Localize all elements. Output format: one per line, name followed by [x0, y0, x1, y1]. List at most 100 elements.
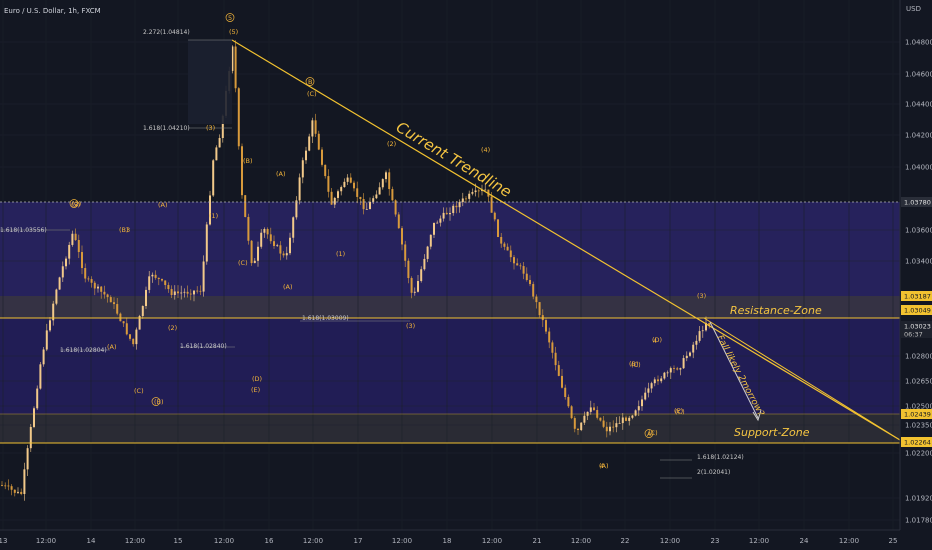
wave-label: (E) — [251, 386, 260, 394]
time-tick-label: 16 — [265, 537, 274, 545]
wave-label: (C) — [631, 361, 641, 369]
candle-body — [372, 198, 375, 202]
price-tag[interactable] — [901, 291, 932, 301]
candle-body — [333, 197, 336, 205]
candle-body — [577, 428, 579, 431]
candle-body — [282, 253, 285, 256]
candle-body — [413, 291, 416, 293]
price-tag[interactable] — [901, 321, 932, 338]
price-axis[interactable] — [900, 0, 932, 550]
candle-body — [375, 194, 378, 199]
candle-body — [679, 368, 682, 370]
candle-body — [535, 296, 538, 303]
candle-body — [285, 253, 288, 256]
candle-body — [365, 209, 368, 210]
price-tag[interactable] — [901, 437, 932, 447]
wave-label: (5) — [71, 201, 80, 209]
current-trendline[interactable] — [231, 39, 901, 441]
resistance-zone-band — [0, 296, 900, 318]
candle-body — [612, 426, 615, 428]
candle-body — [193, 290, 195, 295]
candle-body — [433, 222, 435, 235]
candle-body — [237, 88, 240, 147]
candle-body — [385, 172, 387, 180]
price-tag-value: 1.02264 — [904, 439, 931, 447]
candle-body — [106, 294, 109, 298]
candle-body — [369, 201, 371, 210]
wave-label: (4) — [481, 146, 490, 154]
time-tick-label: 17 — [354, 537, 363, 545]
wave-label: (A) — [599, 462, 609, 470]
candle-body — [218, 138, 221, 148]
price-tag[interactable] — [901, 305, 932, 315]
wave-label: (2) — [168, 324, 177, 332]
candle-body — [593, 407, 595, 411]
forecast-arrow[interactable] — [709, 321, 759, 419]
candle-body — [151, 274, 154, 277]
candle-body — [71, 233, 74, 245]
candle-body — [689, 352, 691, 356]
candle-body — [17, 491, 19, 493]
fib-label: 2(1.02041) — [697, 469, 730, 476]
grid — [0, 41, 900, 521]
time-tick-label: 23 — [711, 537, 720, 545]
candle-body — [458, 202, 461, 208]
lower-trendline[interactable] — [703, 317, 901, 441]
candle-body — [244, 195, 247, 217]
candle-body — [589, 407, 592, 412]
candle-body — [641, 399, 643, 407]
candle-body — [97, 286, 99, 289]
candle-body — [621, 417, 624, 424]
wave-label: (A) — [107, 343, 117, 351]
candle-body — [39, 364, 42, 389]
candle-body — [695, 340, 698, 345]
time-tick-label: 15 — [174, 537, 183, 545]
candle-body — [429, 234, 432, 247]
candle-body — [10, 486, 13, 490]
price-tag[interactable] — [901, 409, 932, 419]
candle-body — [666, 372, 669, 374]
time-tick-label: 12:00 — [482, 537, 502, 545]
mid-range-band — [0, 318, 900, 414]
candle-body — [570, 406, 573, 419]
candle-body — [545, 320, 547, 332]
candle-body — [167, 285, 170, 290]
candle-body — [484, 189, 487, 191]
wave-label: (3) — [697, 292, 706, 300]
candle-body — [637, 406, 640, 411]
candle-body — [157, 277, 160, 279]
fib-label: 1.618(1.03009) — [302, 315, 349, 322]
candle-body — [442, 212, 445, 219]
wave-label: (C) — [675, 408, 685, 416]
candle-body — [602, 420, 605, 427]
candle-body — [122, 321, 125, 324]
candle-body — [468, 193, 471, 199]
price-tick-label: 1.04800 — [905, 39, 932, 47]
candles — [1, 40, 711, 501]
price-tick-label: 1.02800 — [905, 353, 932, 361]
candle-body — [260, 232, 263, 247]
price-tag[interactable] — [901, 197, 932, 207]
candle-body — [573, 418, 576, 429]
price-tag-value: 1.03187 — [904, 293, 931, 301]
wave-label: (3) — [206, 124, 215, 132]
candle-body — [164, 280, 167, 286]
time-axis[interactable] — [0, 530, 932, 550]
wave-label: (A) — [276, 170, 286, 178]
candle-body — [119, 313, 122, 322]
candle-body — [314, 120, 317, 134]
fib-label: 2.272(1.04814) — [143, 29, 190, 36]
price-tick-label: 1.02650 — [905, 378, 932, 386]
candle-body — [359, 196, 362, 200]
candle-body — [205, 224, 208, 262]
wave-label: (C) — [648, 429, 658, 437]
candle-body — [525, 273, 528, 281]
candle-body — [4, 485, 7, 487]
candle-body — [154, 274, 157, 278]
bar-countdown: 06:37 — [904, 331, 923, 339]
candle-body — [609, 426, 611, 432]
candle-body — [116, 304, 119, 314]
candle-body — [247, 216, 250, 241]
